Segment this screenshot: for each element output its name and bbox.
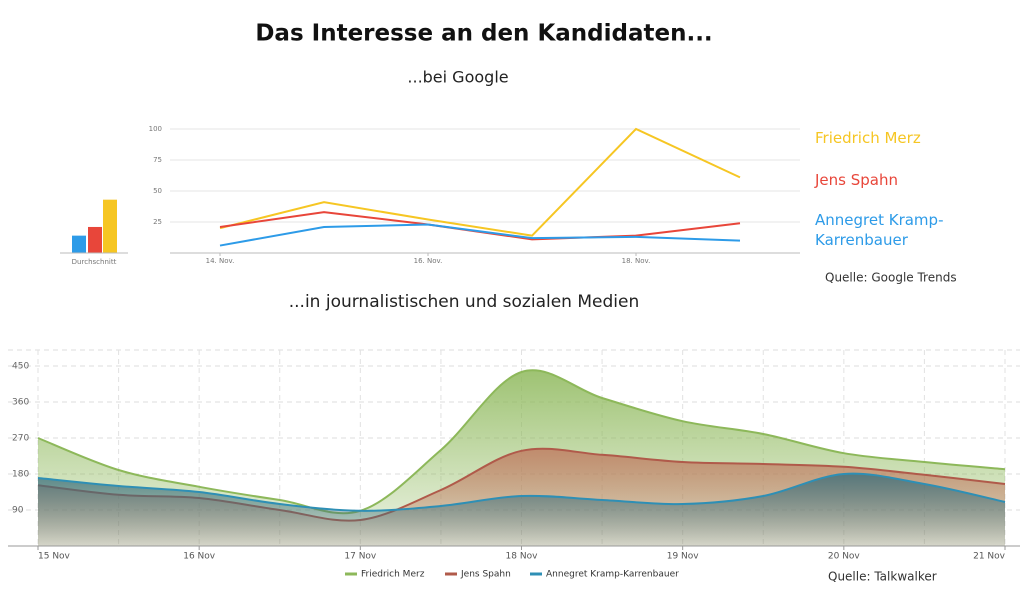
trend-line <box>219 211 741 241</box>
trend-line <box>219 223 741 247</box>
avg-bar <box>88 226 102 253</box>
x-tick-label: 20 Nov <box>828 552 861 562</box>
x-tick-label: 18 Nov <box>506 552 539 562</box>
legend-label: Annegret Kramp-Karrenbauer <box>546 570 679 580</box>
legend-entry: Annegret Kramp-Karrenbauer <box>815 211 944 249</box>
x-tick-label: 18. Nov. <box>622 257 651 265</box>
y-tick-label: 50 <box>153 187 162 195</box>
avg-bar <box>103 199 117 253</box>
legend-label: Friedrich Merz <box>361 570 425 580</box>
title: Das Interesse an den Kandidaten... <box>255 21 712 47</box>
area-line <box>37 472 1006 512</box>
avg-bar <box>72 235 86 253</box>
y-tick-label: 450 <box>12 362 29 372</box>
x-tick-label: 14. Nov. <box>206 257 235 265</box>
x-tick-label: 21 Nov <box>973 552 1006 562</box>
legend-entry: Friedrich Merz <box>815 129 921 147</box>
source-google: Quelle: Google Trends <box>825 271 957 285</box>
y-tick-label: 25 <box>153 218 162 226</box>
legend-label: Jens Spahn <box>460 570 511 580</box>
y-tick-label: 180 <box>12 470 29 480</box>
trend-line <box>219 127 741 237</box>
x-tick-label: 17 Nov <box>344 552 377 562</box>
x-tick-label: 15 Nov <box>38 552 71 562</box>
y-tick-label: 90 <box>12 506 24 516</box>
x-label: Durchschnitt <box>72 258 117 266</box>
subtitle-google: ...bei Google <box>407 68 508 87</box>
y-tick-label: 100 <box>149 125 162 133</box>
x-tick-label: 16 Nov <box>183 552 216 562</box>
y-tick-label: 270 <box>12 434 29 444</box>
x-tick-label: 16. Nov. <box>414 257 443 265</box>
area-fill <box>38 473 1005 546</box>
y-tick-label: 360 <box>12 398 29 408</box>
y-tick-label: 75 <box>153 156 162 164</box>
subtitle-media: ...in journalistischen und sozialen Medi… <box>289 292 640 312</box>
legend-entry: Jens Spahn <box>815 171 898 189</box>
source-media: Quelle: Talkwalker <box>828 570 937 584</box>
x-tick-label: 19 Nov <box>667 552 700 562</box>
area-line <box>37 369 1006 515</box>
